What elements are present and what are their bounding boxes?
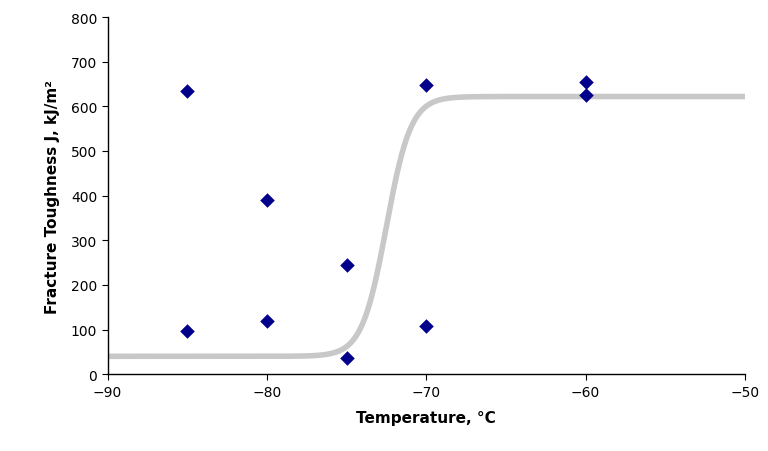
Point: [340, 354, 353, 361]
Y-axis label: Fracture Toughness J, kJ/m²: Fracture Toughness J, kJ/m²: [45, 79, 60, 313]
Point: [580, 79, 592, 86]
X-axis label: Temperature, °C: Temperature, °C: [356, 410, 496, 425]
Point: [261, 318, 273, 325]
Point: [181, 88, 194, 95]
Point: [261, 197, 273, 204]
Point: [181, 327, 194, 335]
Point: [420, 82, 432, 89]
Point: [340, 262, 353, 269]
Point: [580, 92, 592, 100]
Point: [420, 322, 432, 330]
